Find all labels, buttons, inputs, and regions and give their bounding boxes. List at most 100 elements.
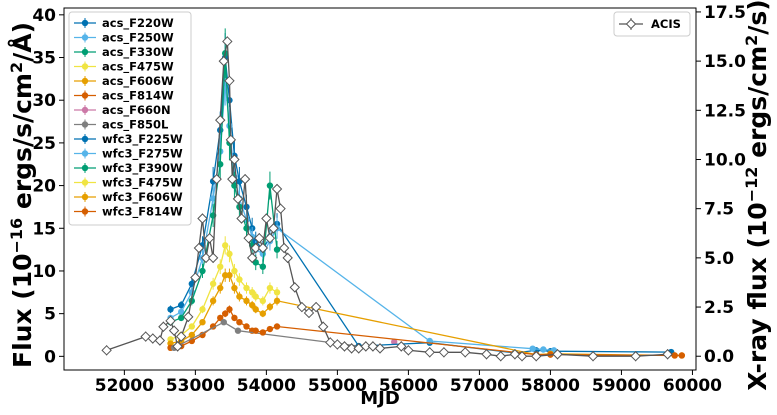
left-y-tick-label: 15 bbox=[32, 219, 56, 239]
data-point bbox=[531, 351, 542, 362]
data-point bbox=[246, 252, 258, 264]
left-y-tick-label: 10 bbox=[32, 262, 56, 282]
left-y-tick-label: 35 bbox=[32, 49, 56, 69]
data-point bbox=[215, 114, 226, 126]
data-point bbox=[243, 232, 254, 244]
legend-marker bbox=[81, 92, 89, 99]
legend-label: wfc3_F225W bbox=[102, 132, 183, 147]
data-point bbox=[266, 325, 274, 333]
x-tick-label: 53000 bbox=[166, 376, 225, 396]
data-point bbox=[257, 242, 269, 254]
left-y-axis-label: Flux (10−16 ergs/s/cm2/Å) bbox=[7, 22, 38, 368]
legend-right-box bbox=[613, 11, 691, 37]
legend-label: acs_F814W bbox=[102, 89, 174, 104]
data-point bbox=[266, 182, 274, 189]
legend-marker bbox=[81, 48, 89, 56]
data-point bbox=[177, 308, 185, 316]
legend-label: acs_F250W bbox=[102, 31, 174, 46]
data-point bbox=[225, 134, 237, 146]
data-point bbox=[193, 242, 205, 254]
data-point bbox=[217, 263, 224, 270]
data-point bbox=[552, 349, 563, 360]
right-y-tick-label: 2.5 bbox=[704, 298, 734, 318]
left-y-tick-label: 5 bbox=[44, 305, 56, 325]
data-point bbox=[167, 306, 174, 313]
data-point bbox=[282, 252, 293, 264]
legend-marker bbox=[81, 106, 89, 114]
left-y-tick-label: 30 bbox=[32, 91, 56, 111]
data-point bbox=[226, 250, 233, 258]
data-point bbox=[231, 314, 238, 322]
left-y-tick-label: 0 bbox=[44, 347, 56, 367]
legend-label: wfc3_F475W bbox=[102, 176, 183, 191]
legend-label: acs_F330W bbox=[102, 45, 174, 60]
data-point bbox=[250, 242, 261, 254]
data-point bbox=[346, 343, 357, 354]
data-point bbox=[273, 246, 281, 253]
legend-marker bbox=[81, 193, 89, 201]
data-point bbox=[175, 331, 187, 342]
data-point bbox=[188, 331, 196, 339]
legend-label: wfc3_F606W bbox=[102, 190, 183, 205]
data-point bbox=[101, 345, 112, 356]
legend-marker bbox=[81, 77, 89, 85]
data-point bbox=[222, 36, 233, 47]
legend-marker bbox=[625, 18, 637, 30]
data-point bbox=[209, 297, 217, 305]
legend-marker bbox=[81, 63, 89, 70]
series-acs-f850l bbox=[170, 318, 362, 352]
data-point bbox=[252, 293, 259, 300]
series-line bbox=[255, 222, 672, 354]
data-point bbox=[231, 267, 238, 275]
data-point bbox=[226, 306, 233, 313]
data-point bbox=[236, 318, 243, 326]
legend-label: acs_F606W bbox=[102, 74, 174, 89]
data-point bbox=[207, 252, 219, 264]
data-point bbox=[259, 310, 267, 317]
data-point bbox=[199, 267, 206, 275]
data-point bbox=[678, 352, 685, 359]
data-point bbox=[236, 293, 243, 300]
data-point bbox=[204, 232, 215, 244]
data-point bbox=[268, 223, 279, 234]
data-point bbox=[275, 203, 286, 214]
data-point bbox=[391, 338, 398, 346]
data-point bbox=[259, 297, 267, 305]
plot-frame bbox=[63, 7, 697, 371]
data-point bbox=[259, 263, 267, 270]
data-point bbox=[199, 306, 206, 313]
data-point bbox=[243, 323, 250, 330]
data-point bbox=[217, 284, 224, 292]
data-point bbox=[261, 213, 272, 224]
data-point bbox=[481, 349, 492, 360]
series-line bbox=[255, 185, 278, 268]
series-wfc3-f475w bbox=[252, 282, 281, 306]
data-point bbox=[217, 314, 224, 322]
legend-label: acs_F850L bbox=[102, 118, 169, 133]
legend-left-box bbox=[68, 11, 192, 226]
data-point bbox=[495, 351, 506, 362]
data-point bbox=[662, 349, 673, 360]
data-point bbox=[374, 343, 386, 354]
data-point bbox=[278, 242, 290, 254]
data-point bbox=[396, 341, 407, 352]
legend-label: acs_F475W bbox=[102, 60, 174, 75]
data-point bbox=[236, 276, 243, 283]
data-point bbox=[289, 282, 300, 293]
x-axis-label: MJD bbox=[360, 388, 400, 409]
right-y-tick-label: 15.0 bbox=[704, 52, 746, 72]
right-y-tick-label: 0.0 bbox=[704, 347, 734, 367]
data-point bbox=[264, 232, 276, 244]
data-point bbox=[460, 347, 471, 358]
data-point bbox=[587, 351, 599, 362]
data-point bbox=[259, 329, 267, 336]
data-point bbox=[236, 213, 247, 224]
legend-label: acs_F220W bbox=[102, 16, 174, 31]
series-wfc3-f390w bbox=[252, 171, 281, 275]
data-point bbox=[221, 310, 229, 317]
data-point bbox=[254, 232, 265, 244]
legend-right: ACIS bbox=[613, 11, 691, 37]
data-point bbox=[243, 284, 250, 292]
data-point bbox=[303, 307, 315, 319]
